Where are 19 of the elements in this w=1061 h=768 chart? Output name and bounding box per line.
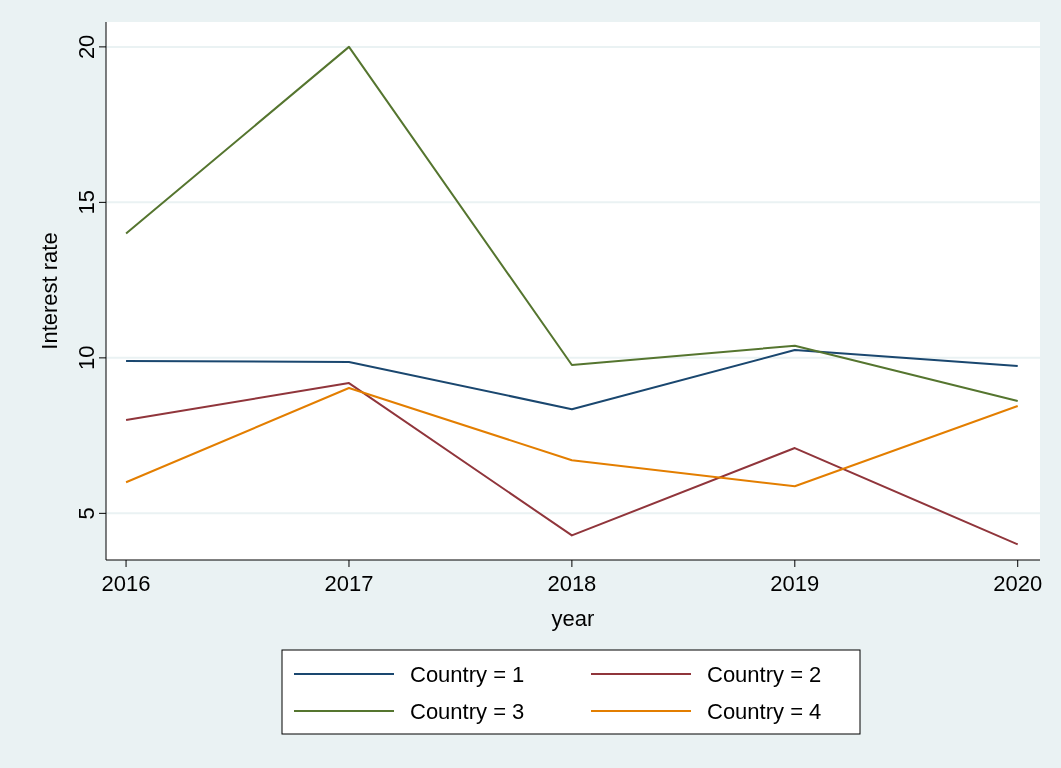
- x-tick-label: 2019: [770, 571, 820, 596]
- legend-label: Country = 3: [410, 699, 525, 724]
- x-tick-label: 2017: [324, 571, 374, 596]
- line-series: [125, 349, 1019, 411]
- line-series: [125, 45, 1019, 403]
- x-tick-label: 2018: [547, 571, 597, 596]
- line-series: [125, 382, 1019, 546]
- line-series: [125, 387, 1019, 488]
- legend-label: Country = 1: [410, 662, 525, 687]
- legend-label: Country = 4: [707, 699, 822, 724]
- x-tick-label: 2016: [101, 571, 151, 596]
- y-tick-label: 15: [74, 190, 99, 215]
- y-tick-label: 10: [74, 345, 99, 371]
- x-tick-label: 2020: [993, 571, 1043, 596]
- y-axis-title: Interest rate: [37, 232, 62, 350]
- y-tick-label: 20: [74, 34, 99, 60]
- legend-label: Country = 2: [707, 662, 822, 687]
- x-axis-title: year: [551, 606, 595, 631]
- y-tick-label: 5: [74, 507, 99, 520]
